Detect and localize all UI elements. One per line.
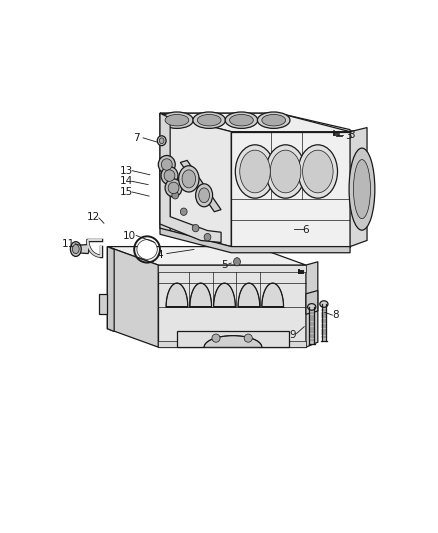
Ellipse shape xyxy=(159,138,164,143)
Ellipse shape xyxy=(320,301,328,308)
Polygon shape xyxy=(177,330,289,347)
Polygon shape xyxy=(231,132,350,247)
Ellipse shape xyxy=(172,191,179,199)
Ellipse shape xyxy=(161,159,172,170)
Ellipse shape xyxy=(307,304,316,310)
Polygon shape xyxy=(350,127,367,247)
Polygon shape xyxy=(160,113,350,134)
Ellipse shape xyxy=(164,170,175,181)
Ellipse shape xyxy=(179,166,199,192)
Ellipse shape xyxy=(168,182,179,193)
Ellipse shape xyxy=(71,241,81,256)
Ellipse shape xyxy=(165,115,189,126)
Text: 13: 13 xyxy=(120,166,133,176)
Polygon shape xyxy=(306,290,318,314)
Ellipse shape xyxy=(266,145,305,198)
Polygon shape xyxy=(107,247,158,347)
Text: 14: 14 xyxy=(120,176,133,187)
Polygon shape xyxy=(160,228,350,253)
Ellipse shape xyxy=(225,112,258,128)
Ellipse shape xyxy=(193,112,226,128)
Ellipse shape xyxy=(235,145,275,198)
Polygon shape xyxy=(160,158,221,243)
Polygon shape xyxy=(166,283,188,307)
Ellipse shape xyxy=(298,145,338,198)
Polygon shape xyxy=(158,265,306,272)
Text: 15: 15 xyxy=(120,187,133,197)
Polygon shape xyxy=(107,247,114,332)
Ellipse shape xyxy=(182,170,196,188)
Ellipse shape xyxy=(353,159,371,219)
Ellipse shape xyxy=(204,233,211,241)
Polygon shape xyxy=(158,265,306,347)
Text: 4: 4 xyxy=(157,250,163,260)
Text: 3: 3 xyxy=(348,130,355,140)
Ellipse shape xyxy=(192,224,199,232)
Polygon shape xyxy=(160,113,350,132)
Text: 6: 6 xyxy=(303,225,309,235)
Text: 10: 10 xyxy=(123,230,136,240)
Text: 9: 9 xyxy=(289,330,296,340)
Ellipse shape xyxy=(233,257,240,266)
Polygon shape xyxy=(158,341,306,347)
Ellipse shape xyxy=(157,136,166,146)
Ellipse shape xyxy=(161,166,178,184)
Text: 3: 3 xyxy=(345,131,352,141)
Ellipse shape xyxy=(72,245,79,254)
Polygon shape xyxy=(321,304,326,341)
Ellipse shape xyxy=(258,112,290,128)
Polygon shape xyxy=(160,113,170,232)
Ellipse shape xyxy=(196,184,212,207)
Polygon shape xyxy=(204,336,262,347)
Ellipse shape xyxy=(180,208,187,215)
Polygon shape xyxy=(309,307,314,344)
Ellipse shape xyxy=(199,188,209,203)
Polygon shape xyxy=(99,294,107,314)
Text: 5: 5 xyxy=(221,260,228,270)
Ellipse shape xyxy=(262,115,286,126)
Ellipse shape xyxy=(349,148,375,230)
Text: 8: 8 xyxy=(332,310,339,320)
Ellipse shape xyxy=(244,334,252,342)
Ellipse shape xyxy=(303,150,333,193)
Ellipse shape xyxy=(158,156,175,174)
Text: 12: 12 xyxy=(87,212,100,222)
Polygon shape xyxy=(262,283,283,307)
Text: 7: 7 xyxy=(133,133,140,143)
Polygon shape xyxy=(180,160,221,212)
Polygon shape xyxy=(306,262,318,347)
Ellipse shape xyxy=(270,150,301,193)
Ellipse shape xyxy=(165,179,182,197)
Polygon shape xyxy=(107,247,306,265)
Ellipse shape xyxy=(240,150,270,193)
Polygon shape xyxy=(160,113,231,247)
Ellipse shape xyxy=(137,240,157,260)
Polygon shape xyxy=(214,283,235,307)
Polygon shape xyxy=(190,283,212,307)
Polygon shape xyxy=(238,283,260,307)
Ellipse shape xyxy=(212,334,220,342)
Ellipse shape xyxy=(197,115,221,126)
Text: 11: 11 xyxy=(62,239,75,249)
Ellipse shape xyxy=(161,112,193,128)
Polygon shape xyxy=(76,245,88,254)
Ellipse shape xyxy=(230,115,253,126)
